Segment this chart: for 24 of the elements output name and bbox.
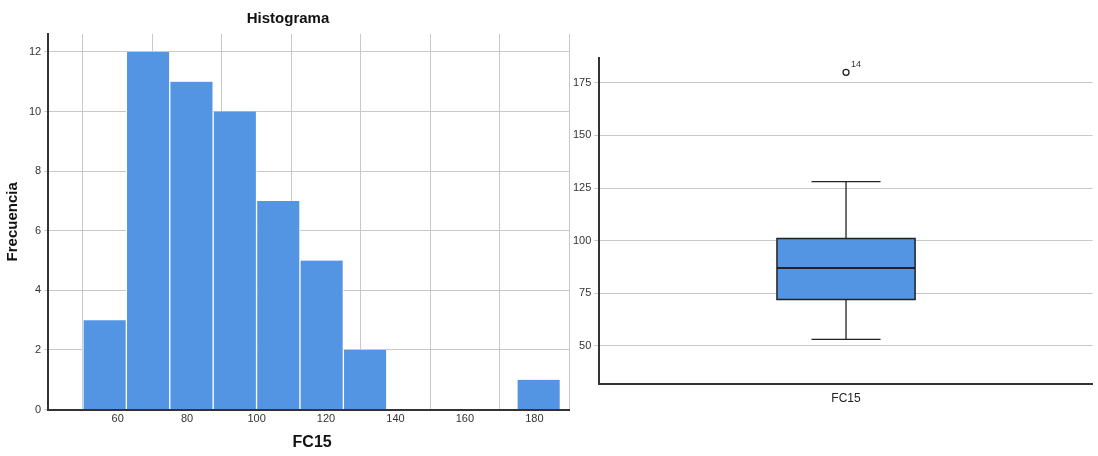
annotation: 14: [851, 59, 862, 70]
x-tick-label: 100: [247, 412, 266, 425]
y-tick-label: 8: [35, 164, 42, 177]
y-axis-title: Frecuencia: [3, 181, 21, 262]
y-tick-label: 50: [579, 338, 592, 351]
x-tick-label: 60: [111, 412, 124, 425]
x-tick-label: 140: [386, 412, 405, 425]
y-tick-label: 0: [35, 402, 42, 415]
y-tick-label: 4: [35, 283, 42, 296]
x-tick-label: 160: [455, 412, 475, 425]
x-tick-label: 120: [316, 412, 336, 425]
y-tick-label: 75: [579, 286, 592, 299]
x-tick-label: 80: [181, 412, 194, 425]
y-tick-label: 100: [572, 233, 592, 246]
y-tick-label: 125: [572, 181, 592, 194]
y-tick-label: 2: [35, 343, 42, 356]
y-tick-label: 6: [35, 223, 42, 236]
y-tick-label: 150: [572, 128, 592, 141]
x-tick-label: 180: [525, 412, 544, 425]
y-tick-label: 10: [28, 104, 42, 117]
x-axis-title: FC15: [292, 432, 332, 450]
y-tick-label: 175: [572, 75, 592, 88]
chart-title: Histograma: [246, 9, 330, 27]
y-tick-label: 12: [28, 44, 42, 57]
